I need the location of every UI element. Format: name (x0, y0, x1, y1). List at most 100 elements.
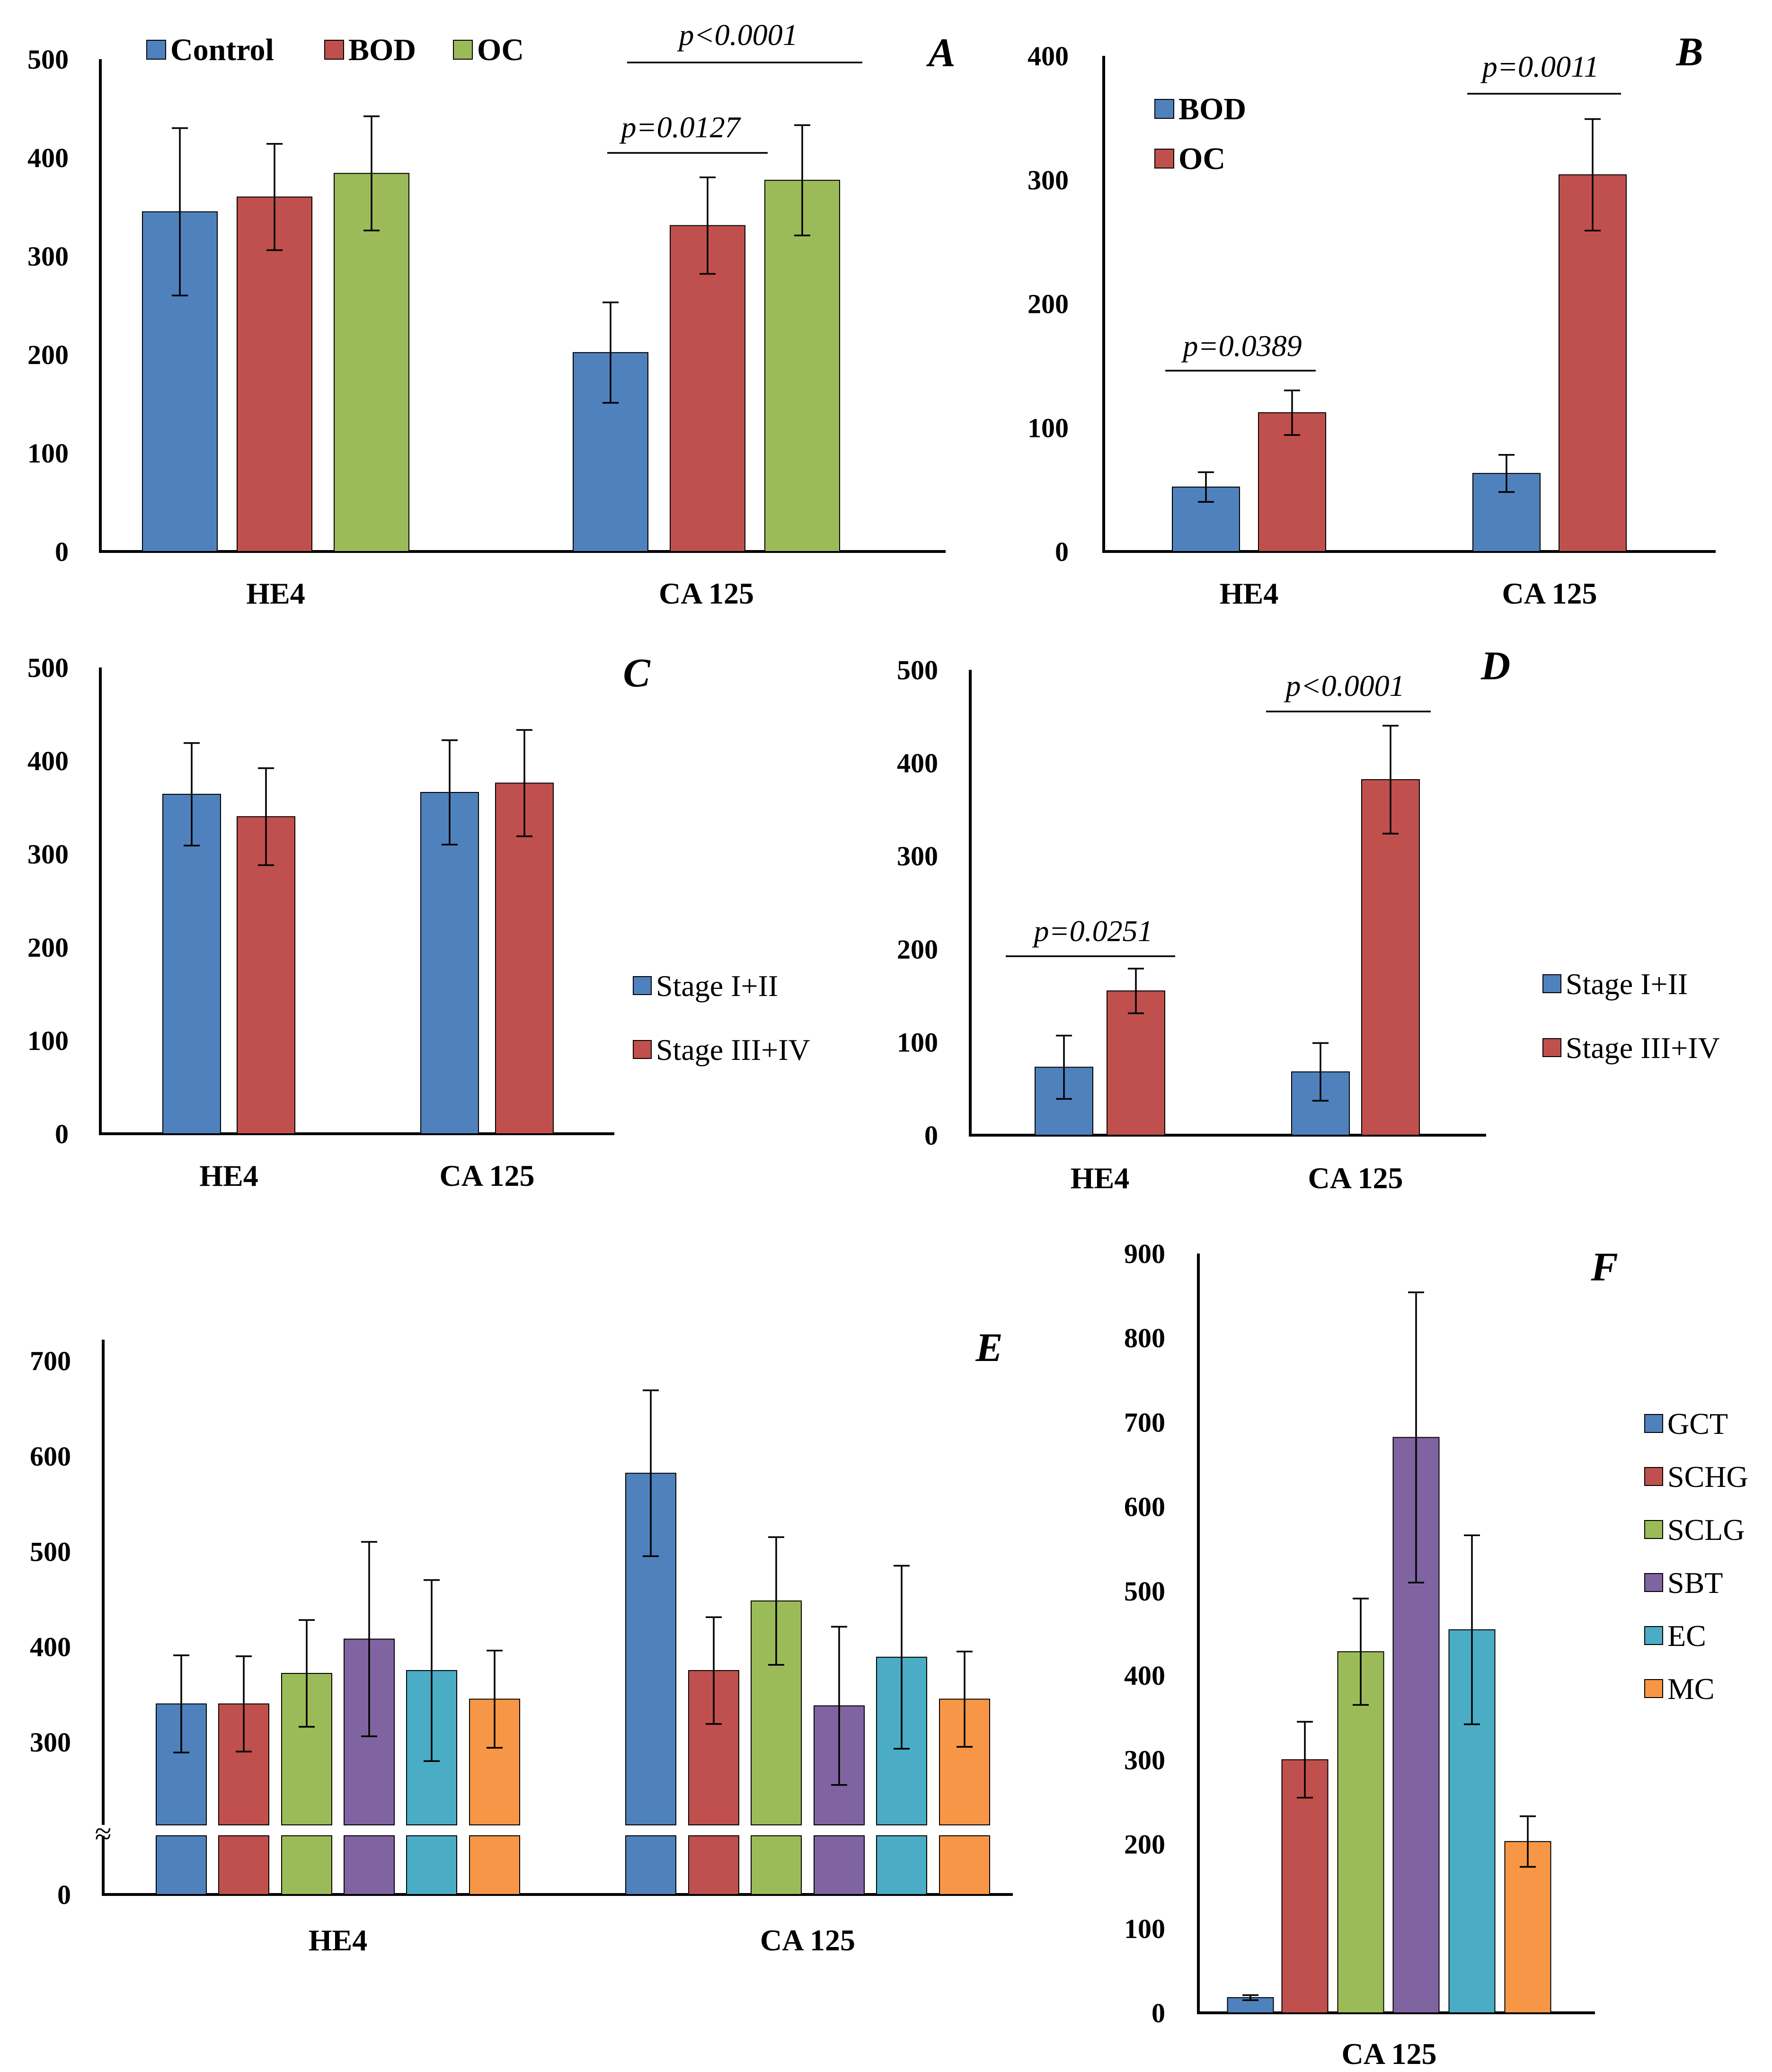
panel-e-axis-break-mark: ≈ (95, 1817, 111, 1850)
panel-e-bar-sbt-1-lower (814, 1835, 865, 1895)
panel-e-bar-mc-0-error-bar (487, 1649, 503, 1749)
panel-f-y-tick-800: 800 (1124, 1323, 1165, 1353)
panel-d-bar-stage-i-ii-1-error-bar (1312, 1042, 1329, 1102)
panel-c-label: C (623, 650, 651, 695)
panel-a-category-label: HE4 (246, 577, 305, 610)
panel-e-y-tick-500: 500 (30, 1536, 71, 1567)
panel-c: 0 100 200 300 400 500 HE4 CA 125 C (27, 650, 651, 1192)
panel-c-bar-stage-i-ii-0-error-bar (184, 742, 200, 847)
panel-f-bar-mc-0-error-bar (1520, 1815, 1536, 1868)
panel-b-y-tick-100: 100 (1028, 412, 1069, 443)
panel-a-p-value: p=0.0127 (619, 110, 741, 144)
panel-c-category-label: HE4 (199, 1159, 258, 1192)
panel-f-legend-sbt-swatch (1644, 1573, 1663, 1592)
panel-c-legend-stage-i-ii-label: Stage I+II (656, 969, 778, 1003)
panel-e-category-label: CA 125 (760, 1923, 855, 1957)
panel-c-bar-stage-i-ii-0 (162, 793, 221, 1135)
panel-c-bar-stage-iii-iv-1-error-bar (516, 729, 532, 837)
panel-a-bar-bod-0 (237, 196, 312, 552)
panel-d: 0 100 200 300 400 500 HE4 CA 125 p=0.0251 p<0.000… (897, 643, 1510, 1195)
panel-d-p-value: p<0.0001 (1284, 669, 1404, 703)
panel-e-bar-gct-0-error-bar (173, 1654, 189, 1753)
panel-d-bar-stage-i-ii-0-error-bar (1056, 1034, 1072, 1100)
panel-f-legend-ec-label: EC (1667, 1619, 1706, 1653)
panel-a-bar-oc-1-error-bar (794, 124, 810, 237)
panel-a-y-tick-200: 200 (27, 339, 69, 370)
panel-e-bar-ec-0-lower (406, 1835, 457, 1895)
panel-f-y-tick-600: 600 (1124, 1492, 1165, 1522)
panel-b-p-value: p=0.0011 (1480, 50, 1599, 83)
panel-e-bar-schg-0-lower (218, 1835, 269, 1895)
panel-f-y-tick-900: 900 (1124, 1238, 1165, 1269)
panel-d-legend-stage-i-ii-swatch (1542, 974, 1561, 993)
panel-f-legend-mc-label: MC (1667, 1672, 1715, 1706)
panel-d-legend-stage-i-ii-label: Stage I+II (1566, 967, 1688, 1001)
panel-b-bar-oc-0-error-bar (1284, 389, 1300, 436)
panel-b-bar-oc-1 (1559, 174, 1627, 552)
panel-d-y-tick-0: 0 (924, 1120, 938, 1151)
panel-f-bar-schg-0-error-bar (1297, 1721, 1313, 1799)
panel-c-bar-stage-iii-iv-1 (495, 783, 554, 1134)
panel-f-y-tick-200: 200 (1124, 1829, 1165, 1860)
panel-f-legend-gct-label: GCT (1667, 1407, 1728, 1441)
panel-e-bar-sclg-0-lower (281, 1835, 332, 1895)
panel-d-y-tick-500: 500 (897, 655, 938, 685)
panel-a-category-label: CA 125 (659, 577, 754, 610)
panel-e-y-tick-0: 0 (57, 1879, 71, 1910)
panel-a-bar-oc-0 (334, 173, 409, 552)
panel-e-y-tick-600: 600 (30, 1441, 71, 1472)
panel-b-y-tick-0: 0 (1055, 536, 1069, 567)
panel-e-bar-sclg-1-error-bar (768, 1536, 784, 1666)
panel-e-bar-gct-0-lower (156, 1835, 207, 1895)
panel-a-y-tick-300: 300 (27, 241, 69, 272)
panel-e-bar-sbt-1-error-bar (831, 1626, 847, 1786)
panel-f-label: F (1590, 1244, 1618, 1289)
panel-c-y-tick-100: 100 (27, 1025, 69, 1056)
panel-e-y-tick-300: 300 (30, 1727, 71, 1758)
panel-a-y-tick-0: 0 (55, 536, 69, 567)
panel-c-y-tick-200: 200 (27, 932, 69, 963)
panel-f-legend-sbt-label: SBT (1667, 1566, 1723, 1600)
panel-c-bar-stage-iii-iv-0 (237, 816, 295, 1134)
panel-a-p-value: p<0.0001 (677, 18, 797, 52)
panel-e-bar-sclg-1-lower (751, 1835, 802, 1895)
panel-b-label: B (1675, 29, 1703, 74)
panel-e-bar-gct-1-lower (625, 1835, 676, 1895)
panel-e-bar-ec-1-error-bar (894, 1565, 910, 1750)
panel-b-legend-bod-label: BOD (1178, 92, 1246, 126)
panel-f-legend-ec-swatch (1644, 1626, 1663, 1645)
panel-e-category-label: HE4 (309, 1923, 367, 1957)
panel-e-bar-schg-1-lower (688, 1835, 739, 1895)
panel-f-legend-schg-label: SCHG (1667, 1460, 1748, 1494)
panel-f-y-tick-0: 0 (1152, 1998, 1165, 2028)
panel-e-bar-mc-1-lower (939, 1835, 990, 1895)
panel-a-legend-control-label: Control (170, 33, 274, 67)
panel-b-y-tick-400: 400 (1028, 41, 1069, 71)
panel-d-label: D (1480, 643, 1510, 688)
panel-a-bar-oc-0-error-bar (363, 115, 380, 231)
panel-e-bar-gct-1-error-bar (643, 1389, 659, 1557)
panel-a-legend-control-swatch (146, 40, 166, 60)
panel-e-bar-ec-1-lower (876, 1835, 927, 1895)
panel-d-y-tick-300: 300 (897, 841, 938, 871)
panel-f-bar-sclg-0-error-bar (1353, 1598, 1369, 1706)
panel-b-p-value: p=0.0389 (1181, 329, 1302, 363)
panel-e-bar-mc-0-lower (469, 1835, 520, 1895)
panel-e-bar-mc-1-error-bar (957, 1650, 973, 1748)
panel-a-legend: Control BOD OC (146, 33, 524, 67)
panel-c-legend-stage-i-ii-swatch (633, 976, 652, 995)
panel-a-legend-bod-swatch (324, 40, 344, 60)
panel-b: 0 100 200 300 400 HE4 CA 125 p=0.0389 p=0.0011 B (1028, 29, 1716, 610)
panel-b-legend: BOD OC (1154, 92, 1246, 176)
panel-d-category-label: CA 125 (1308, 1161, 1403, 1195)
panel-f-bar-gct-0-error-bar (1242, 1994, 1258, 2001)
panel-e-bar-sbt-0-lower (344, 1835, 395, 1895)
panel-c-bar-stage-iii-iv-0-error-bar (258, 767, 274, 866)
panel-b-legend-oc-swatch (1154, 149, 1174, 169)
panel-d-y-tick-100: 100 (897, 1027, 938, 1058)
panel-d-category-label: HE4 (1071, 1161, 1129, 1195)
panel-f: 0 100 200 300 400 500 600 700 800 900 CA 125 F (1124, 1238, 1618, 2071)
panel-e-bar-schg-1-error-bar (706, 1616, 722, 1725)
panel-a-legend-oc-label: OC (477, 33, 524, 67)
